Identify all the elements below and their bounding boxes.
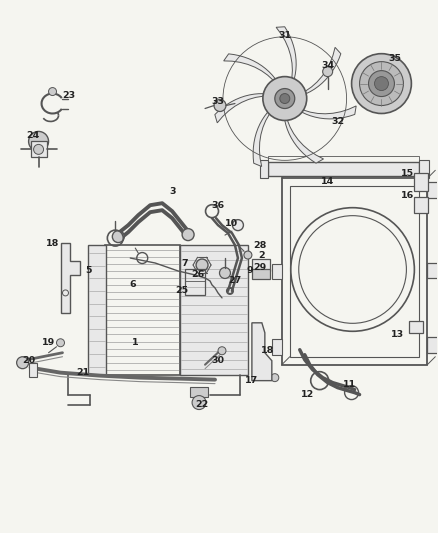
Circle shape: [28, 132, 49, 151]
Text: 31: 31: [278, 31, 291, 40]
Circle shape: [196, 259, 208, 271]
Bar: [282, 178, 427, 365]
Text: 13: 13: [391, 330, 404, 340]
Text: 3: 3: [169, 187, 175, 196]
Bar: [252, 269, 270, 279]
Bar: [88, 245, 106, 375]
Polygon shape: [253, 112, 269, 166]
Text: 16: 16: [401, 191, 414, 200]
Polygon shape: [252, 323, 272, 381]
Circle shape: [244, 251, 252, 259]
Text: 7: 7: [182, 259, 188, 268]
Circle shape: [57, 339, 64, 347]
Bar: [272, 263, 282, 279]
Text: 34: 34: [321, 61, 334, 70]
Text: 36: 36: [212, 201, 225, 209]
Text: 22: 22: [195, 400, 208, 409]
Polygon shape: [215, 94, 263, 123]
Text: 25: 25: [176, 286, 189, 295]
Bar: [268, 156, 419, 163]
Circle shape: [352, 54, 411, 114]
Bar: [414, 197, 428, 213]
Circle shape: [182, 229, 194, 240]
Bar: [414, 173, 428, 191]
Text: 6: 6: [129, 280, 136, 289]
Circle shape: [323, 67, 332, 77]
Text: 30: 30: [212, 356, 225, 365]
Text: 12: 12: [301, 390, 314, 399]
Bar: [106, 245, 180, 375]
Text: 21: 21: [76, 368, 89, 377]
Circle shape: [271, 374, 279, 382]
Text: 35: 35: [388, 54, 401, 63]
Bar: [185, 269, 205, 295]
Circle shape: [275, 88, 295, 109]
Text: 17: 17: [245, 376, 258, 385]
Circle shape: [218, 347, 226, 355]
Text: 1: 1: [132, 338, 138, 348]
Bar: [31, 141, 46, 157]
Polygon shape: [285, 120, 324, 163]
Circle shape: [17, 357, 28, 369]
Bar: [180, 245, 248, 375]
Bar: [272, 339, 282, 355]
Text: 19: 19: [42, 338, 55, 348]
Circle shape: [34, 144, 43, 155]
Text: 33: 33: [212, 97, 225, 106]
Text: 20: 20: [22, 356, 35, 365]
Text: 10: 10: [226, 219, 239, 228]
Text: 15: 15: [401, 169, 414, 178]
Text: 11: 11: [343, 380, 356, 389]
Text: 24: 24: [26, 131, 39, 140]
Bar: [427, 337, 438, 353]
Text: 26: 26: [191, 270, 205, 279]
Circle shape: [368, 71, 395, 96]
Text: 2: 2: [258, 251, 265, 260]
Bar: [268, 163, 419, 176]
Bar: [290, 186, 419, 357]
Text: 28: 28: [253, 240, 267, 249]
Bar: [427, 263, 438, 278]
Circle shape: [192, 395, 206, 409]
Text: 18: 18: [261, 346, 275, 355]
Polygon shape: [60, 243, 81, 313]
Text: 27: 27: [228, 277, 242, 286]
Polygon shape: [302, 106, 356, 119]
Bar: [419, 160, 429, 178]
Text: 14: 14: [321, 177, 334, 186]
Circle shape: [374, 77, 389, 91]
Circle shape: [233, 220, 244, 231]
Bar: [427, 182, 438, 198]
Circle shape: [49, 87, 57, 95]
Bar: [410, 321, 424, 333]
Circle shape: [219, 268, 230, 278]
Bar: [190, 386, 208, 397]
Text: 32: 32: [331, 117, 344, 126]
Polygon shape: [305, 47, 341, 94]
Circle shape: [214, 100, 226, 111]
Text: 5: 5: [85, 266, 92, 276]
Bar: [28, 362, 37, 377]
Polygon shape: [276, 27, 296, 79]
Circle shape: [360, 62, 403, 106]
Text: 29: 29: [253, 263, 266, 272]
Text: 23: 23: [62, 91, 75, 100]
Circle shape: [280, 94, 290, 103]
Text: 18: 18: [46, 239, 59, 247]
Polygon shape: [224, 54, 275, 80]
Text: 9: 9: [247, 266, 253, 276]
Bar: [252, 259, 270, 271]
Circle shape: [263, 77, 307, 120]
Circle shape: [112, 231, 124, 243]
Bar: [260, 160, 268, 178]
